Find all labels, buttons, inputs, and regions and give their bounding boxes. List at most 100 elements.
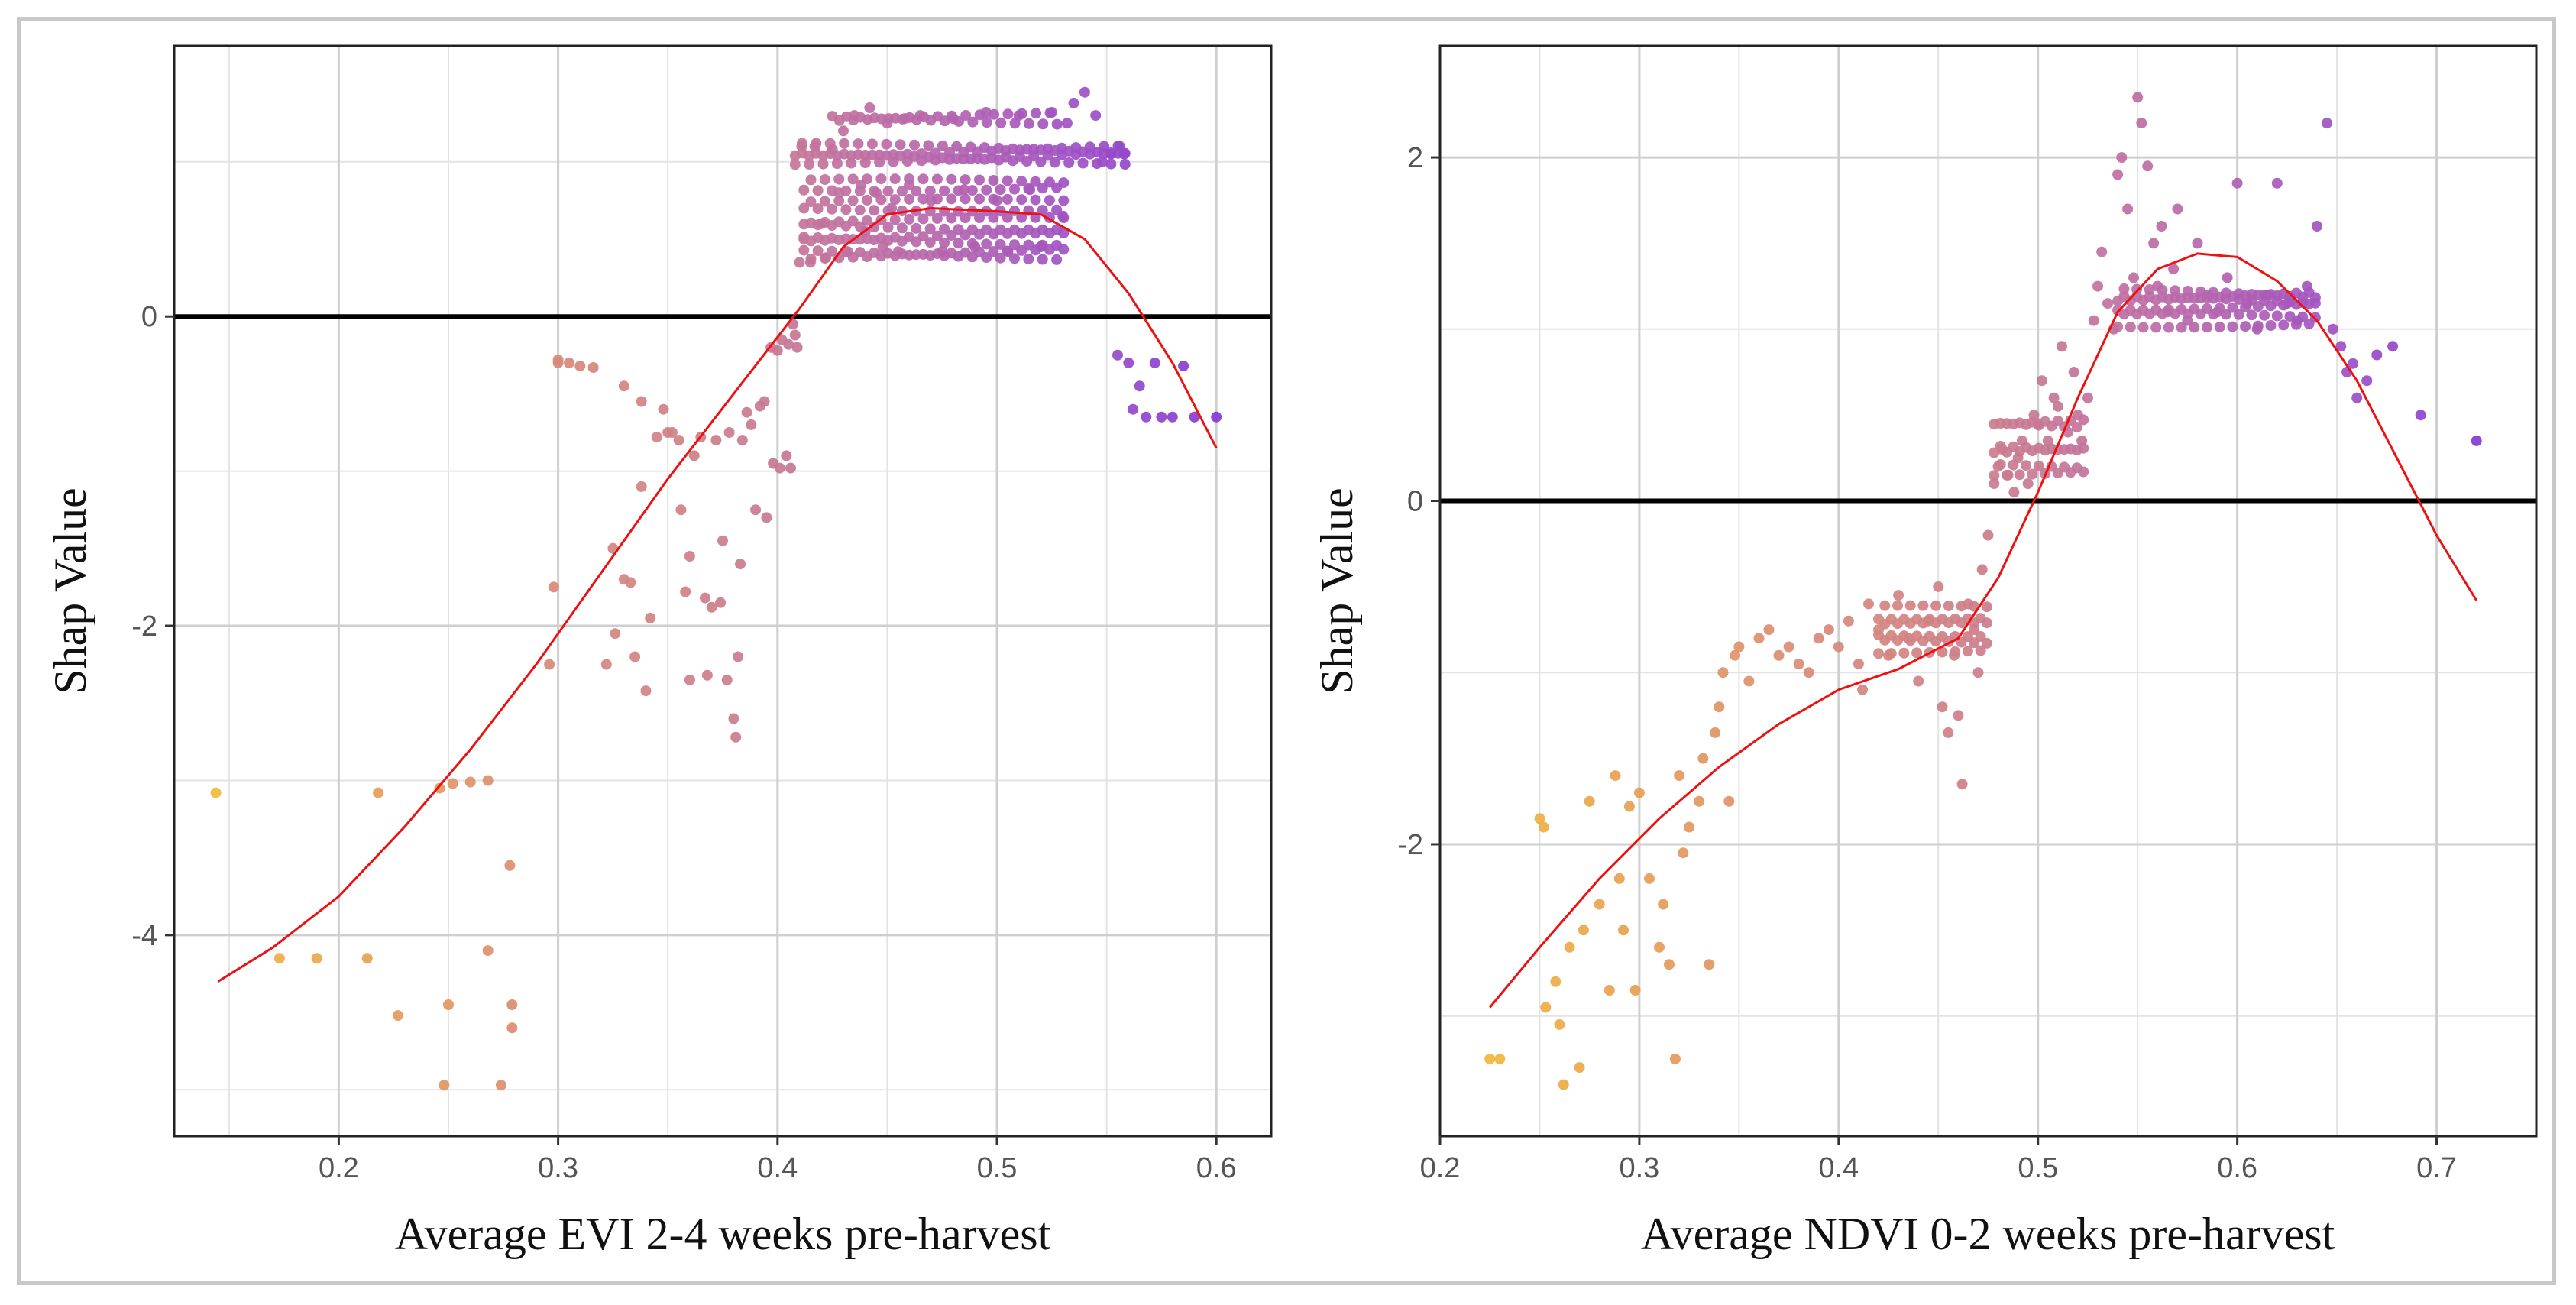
data-point <box>1564 941 1575 953</box>
data-point <box>974 174 985 186</box>
data-point <box>953 185 964 196</box>
data-point <box>1189 411 1200 423</box>
data-point <box>2227 321 2238 332</box>
data-point <box>1002 175 1013 186</box>
data-point <box>1538 821 1549 833</box>
data-point <box>1773 649 1785 661</box>
data-point <box>888 156 899 167</box>
data-point <box>960 193 971 205</box>
data-point <box>2168 264 2180 275</box>
data-point <box>2068 367 2079 377</box>
data-point <box>939 185 950 196</box>
data-point <box>2057 341 2067 352</box>
data-point <box>1058 195 1070 206</box>
y-tick-label: -2 <box>131 610 157 643</box>
data-point <box>2312 221 2322 232</box>
data-point <box>1119 159 1131 170</box>
data-point <box>1090 110 1102 121</box>
data-point <box>2271 177 2283 189</box>
data-point <box>1730 649 1741 661</box>
data-point <box>552 354 564 365</box>
data-point <box>2214 321 2225 332</box>
data-point <box>600 659 612 670</box>
data-point <box>587 362 599 373</box>
data-point <box>904 173 915 185</box>
data-point <box>911 222 922 234</box>
data-point <box>1697 753 1709 764</box>
data-point <box>895 139 906 151</box>
data-point <box>1167 411 1178 423</box>
data-point <box>854 204 866 215</box>
data-point <box>995 117 1007 128</box>
data-point <box>1843 615 1854 627</box>
data-point <box>2096 246 2108 257</box>
data-point <box>960 110 972 121</box>
data-point <box>2189 322 2200 333</box>
data-point <box>869 186 880 197</box>
data-point <box>688 450 700 461</box>
data-point <box>1009 253 1020 264</box>
data-point <box>504 860 516 871</box>
data-point <box>817 158 829 170</box>
data-point <box>482 775 494 786</box>
data-point <box>2240 301 2251 312</box>
data-point <box>798 184 810 196</box>
data-point <box>1031 108 1042 119</box>
data-point <box>2036 375 2047 387</box>
data-point <box>1943 601 1954 611</box>
data-point <box>618 380 629 392</box>
data-point <box>2122 203 2134 215</box>
data-point <box>869 205 880 216</box>
data-point <box>923 140 934 151</box>
data-point <box>974 109 985 121</box>
data-point <box>1956 779 1968 790</box>
data-point <box>875 173 887 185</box>
data-point <box>361 953 373 964</box>
data-point <box>833 195 845 206</box>
data-point <box>995 238 1006 250</box>
data-point <box>273 953 285 964</box>
x-axis-title: Average NDVI 0-2 weeks pre-harvest <box>1641 1209 2335 1259</box>
data-point <box>434 782 445 794</box>
data-point <box>917 231 929 242</box>
data-point <box>1893 590 1904 601</box>
data-point <box>1051 254 1063 265</box>
data-point <box>2322 118 2332 129</box>
data-point <box>715 597 727 608</box>
data-point <box>2172 203 2183 215</box>
data-point <box>917 173 929 185</box>
data-point <box>1873 648 1884 659</box>
data-point <box>1813 633 1824 644</box>
data-point <box>506 999 518 1010</box>
data-point <box>1678 847 1689 859</box>
data-point <box>2021 460 2032 471</box>
data-point <box>783 338 794 350</box>
data-point <box>684 551 695 562</box>
data-point <box>684 674 695 685</box>
x-tick-label: 0.2 <box>319 1152 359 1184</box>
data-point <box>1178 361 1189 371</box>
data-point <box>1917 600 1929 611</box>
data-point <box>781 450 792 461</box>
data-point <box>1982 529 1994 541</box>
x-tick-label: 0.3 <box>538 1152 578 1184</box>
data-point <box>875 194 887 206</box>
data-point <box>789 159 801 170</box>
data-point <box>1134 380 1145 392</box>
data-point <box>838 125 849 137</box>
data-point <box>1558 1079 1569 1090</box>
data-point <box>889 214 901 225</box>
data-point <box>721 674 733 685</box>
data-point <box>1484 1053 1496 1064</box>
data-point <box>2008 459 2019 471</box>
data-point <box>2136 118 2147 129</box>
data-point <box>736 435 748 446</box>
data-point <box>827 185 837 196</box>
data-point <box>730 731 742 743</box>
data-point <box>1972 667 1984 678</box>
data-point <box>1077 157 1089 169</box>
data-point <box>1002 212 1013 223</box>
data-point <box>866 138 878 150</box>
data-point <box>819 253 830 264</box>
data-point <box>1694 795 1705 807</box>
